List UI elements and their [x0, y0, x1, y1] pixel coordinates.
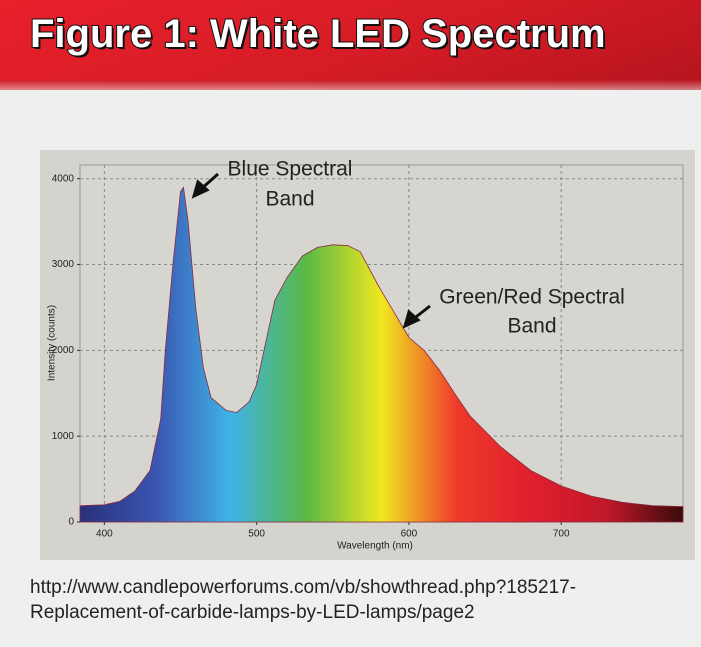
annotation: Green/Red Spectral	[439, 286, 625, 309]
x-axis-label: Wavelength (nm)	[337, 541, 413, 552]
source: http://www.candlepowerforums.com/vb/show…	[30, 575, 576, 625]
y-tick-label: 4000	[52, 173, 75, 184]
header: Figure 1: White LED Spectrum	[0, 0, 701, 90]
x-tick-label: 400	[96, 529, 113, 540]
spectrum-area	[79, 186, 684, 523]
y-tick-label: 1000	[52, 431, 75, 442]
x-tick-label: 700	[553, 529, 570, 540]
x-tick-label: 600	[401, 529, 418, 540]
arrows	[191, 172, 431, 329]
title: Figure 1: White LED Spectrum	[29, 11, 607, 57]
annotation: Band	[265, 188, 314, 211]
y-tick-label: 0	[68, 517, 74, 528]
source-line: http://www.candlepowerforums.com/vb/show…	[30, 577, 577, 598]
annotation: Band	[507, 315, 556, 338]
y-tick-label: 2000	[52, 345, 75, 356]
annotation: Blue Spectral	[228, 158, 353, 181]
y-axis-label: Intensity (counts)	[47, 305, 58, 381]
y-tick-label: 3000	[52, 259, 75, 270]
x-tick-label: 500	[248, 529, 265, 540]
source-line: Replacement-of-carbide-lamps-by-LED-lamp…	[30, 602, 475, 623]
